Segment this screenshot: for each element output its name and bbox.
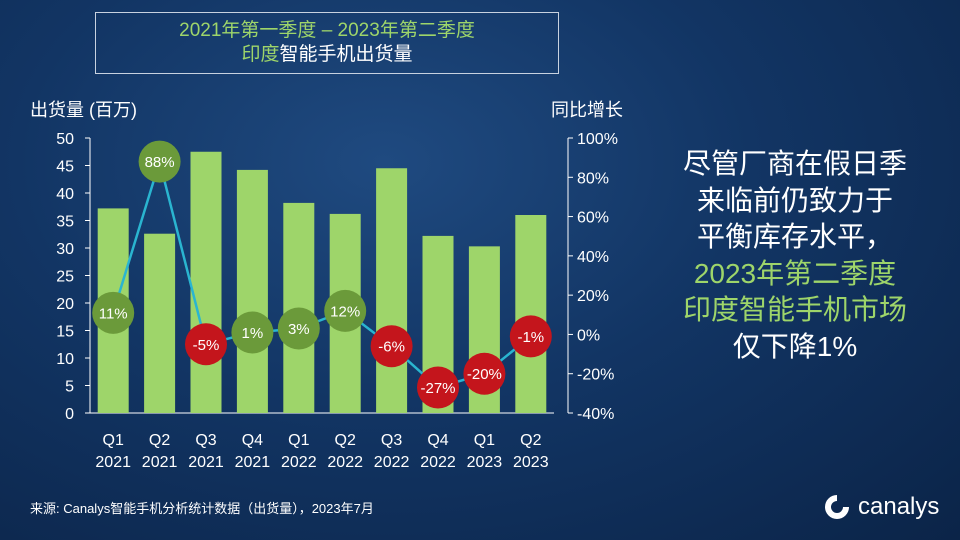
growth-label: 11% (99, 305, 128, 322)
y-left-tick-label: 5 (65, 379, 74, 396)
headline-line6: 仅下降1% (732, 330, 858, 362)
headline-line2: 来临前仍致力于 (696, 184, 893, 216)
x-tick-quarter: Q1 (288, 432, 309, 449)
growth-label: -6% (378, 339, 405, 356)
y-left-tick-label: 0 (65, 406, 74, 423)
source-note: 来源: Canalys智能手机分析统计数据（出货量），2023年7月 (30, 501, 374, 516)
headline-line4: 2023年第二季度 (693, 257, 897, 289)
y-left-tick-label: 25 (56, 269, 74, 286)
headline-text: 尽管厂商在假日季 来临前仍致力于 平衡库存水平， 2023年第二季度 印度智能手… (650, 146, 940, 365)
bar-shipments (144, 233, 176, 413)
x-tick-quarter: Q1 (103, 432, 124, 449)
growth-label: 3% (288, 321, 310, 338)
canalys-logo-icon (825, 495, 849, 519)
x-tick-year: 2021 (142, 454, 178, 471)
x-tick-year: 2022 (420, 454, 456, 471)
x-tick-year: 2021 (95, 454, 131, 471)
chart-title-line2: 印度智能手机出货量 (96, 43, 558, 67)
brand-name: canalys (858, 493, 940, 520)
growth-bubble (92, 291, 135, 334)
y-axis-right-label: 同比增长 (551, 100, 623, 120)
growth-label: 12% (330, 303, 360, 320)
y-axis-left-label: 出货量 (百万) (30, 100, 137, 120)
headline-line5: 印度智能手机市场 (682, 294, 907, 325)
chart-title-box: 2021年第一季度 – 2023年第二季度 印度智能手机出货量 (95, 12, 559, 74)
chart-title-line1: 2021年第一季度 – 2023年第二季度 (179, 20, 475, 41)
growth-bubble (138, 140, 181, 183)
growth-bubble (417, 366, 459, 409)
bar-shipments (376, 168, 408, 413)
x-tick-quarter: Q3 (381, 432, 402, 449)
x-tick-quarter: Q2 (335, 432, 356, 449)
chart-title-rest: 智能手机出货量 (279, 44, 413, 65)
growth-bubble (324, 289, 367, 332)
y-left-tick-label: 40 (56, 186, 74, 203)
y-left-tick-label: 20 (56, 296, 74, 313)
growth-label: -20% (467, 366, 502, 383)
growth-label: -5% (193, 337, 220, 354)
y-right-tick-label: -40% (577, 406, 614, 423)
x-tick-quarter: Q2 (520, 432, 541, 449)
y-left-tick-label: 50 (56, 131, 74, 148)
x-tick-quarter: Q2 (149, 432, 170, 449)
growth-bubble (185, 323, 227, 366)
x-tick-year: 2021 (235, 454, 271, 471)
growth-label: 88% (145, 154, 175, 171)
y-right-tick-label: 20% (577, 288, 609, 305)
x-tick-quarter: Q4 (242, 432, 263, 449)
growth-label: -1% (517, 329, 544, 346)
growth-bubble (463, 352, 506, 395)
y-left-tick-label: 45 (56, 159, 74, 176)
x-tick-year: 2021 (188, 454, 224, 471)
y-right-tick-label: -20% (577, 367, 614, 384)
x-tick-year: 2022 (281, 454, 317, 471)
y-left-tick-label: 15 (56, 324, 74, 341)
bar-shipments (515, 215, 547, 413)
y-left-tick-label: 30 (56, 241, 74, 258)
x-tick-quarter: Q1 (474, 432, 495, 449)
x-tick-year: 2022 (374, 454, 410, 471)
chart-title-highlight: 印度 (241, 44, 280, 65)
growth-label: 1% (242, 325, 264, 342)
y-right-tick-label: 0% (577, 327, 600, 344)
canalys-logo: canalys (822, 490, 939, 524)
x-tick-year: 2023 (513, 454, 549, 471)
y-right-tick-label: 40% (577, 249, 609, 266)
y-right-tick-label: 100% (577, 131, 618, 148)
y-left-tick-label: 10 (56, 351, 74, 368)
y-right-tick-label: 60% (577, 210, 609, 227)
x-tick-quarter: Q3 (195, 432, 216, 449)
growth-bubble (509, 315, 552, 358)
headline-line3: 平衡库存水平， (696, 221, 893, 252)
x-tick-year: 2023 (467, 454, 503, 471)
x-tick-year: 2022 (327, 454, 363, 471)
headline-line1: 尽管厂商在假日季 (682, 148, 907, 179)
growth-bubble (370, 325, 413, 368)
bar-shipments (190, 151, 222, 413)
y-left-tick-label: 35 (56, 214, 74, 231)
growth-line (112, 156, 532, 389)
y-right-tick-label: 80% (577, 170, 609, 187)
growth-label: -27% (420, 380, 455, 397)
x-tick-quarter: Q4 (427, 432, 448, 449)
growth-bubble (277, 307, 320, 350)
bar-shipments (236, 169, 268, 413)
growth-bubble (231, 311, 274, 354)
